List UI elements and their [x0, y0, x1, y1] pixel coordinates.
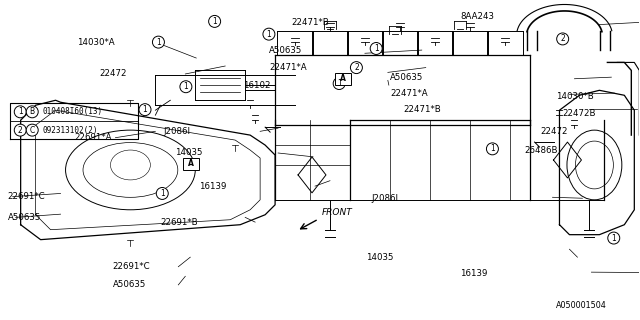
Text: 22471*A: 22471*A	[390, 89, 428, 98]
FancyBboxPatch shape	[183, 158, 199, 170]
Text: 1: 1	[212, 17, 217, 26]
Circle shape	[156, 188, 168, 199]
Text: A50635: A50635	[8, 213, 42, 222]
Text: 2: 2	[18, 126, 22, 135]
Text: 1: 1	[611, 234, 616, 243]
Circle shape	[180, 81, 192, 93]
Text: 22691*B: 22691*B	[161, 218, 198, 227]
Text: 22691*C: 22691*C	[7, 192, 45, 201]
Text: 22471*A: 22471*A	[269, 63, 307, 72]
Text: 1: 1	[156, 38, 161, 47]
Circle shape	[139, 104, 151, 116]
Text: C: C	[29, 126, 35, 135]
Circle shape	[26, 124, 38, 136]
Text: 22471*B: 22471*B	[403, 105, 441, 114]
Text: 16139: 16139	[461, 268, 488, 278]
Text: 22691*C: 22691*C	[113, 262, 150, 271]
Text: 16102: 16102	[243, 81, 271, 90]
Text: A: A	[188, 159, 194, 168]
Text: 2: 2	[560, 35, 565, 44]
Text: 22472: 22472	[540, 127, 568, 136]
Text: 14035: 14035	[366, 253, 394, 262]
Text: 22691*A: 22691*A	[74, 133, 111, 142]
Circle shape	[351, 62, 362, 74]
Text: 26486B: 26486B	[524, 146, 558, 155]
Circle shape	[152, 36, 164, 48]
Text: A50635: A50635	[390, 73, 424, 82]
Circle shape	[557, 33, 569, 45]
Text: 1: 1	[160, 189, 164, 198]
Circle shape	[209, 15, 221, 28]
Text: 14030*B: 14030*B	[556, 92, 594, 101]
Text: A: A	[340, 74, 346, 83]
Text: FRONT: FRONT	[322, 208, 353, 217]
Circle shape	[486, 143, 499, 155]
Text: 1: 1	[490, 144, 495, 153]
FancyBboxPatch shape	[335, 73, 351, 85]
Text: 22471*B: 22471*B	[291, 19, 329, 28]
Text: 16139: 16139	[198, 182, 226, 191]
Text: 1: 1	[143, 105, 147, 114]
Text: 1: 1	[337, 79, 342, 88]
Text: 1: 1	[184, 82, 188, 91]
Circle shape	[370, 43, 382, 54]
Circle shape	[14, 106, 26, 118]
Circle shape	[608, 232, 620, 244]
Text: A050001504: A050001504	[556, 301, 607, 310]
Text: J2086I: J2086I	[164, 127, 191, 136]
Text: 14030*A: 14030*A	[77, 38, 115, 47]
Text: 22472B: 22472B	[563, 109, 596, 118]
Text: 092313102(2): 092313102(2)	[42, 126, 98, 135]
Text: 1: 1	[18, 107, 22, 116]
Text: 8AA243: 8AA243	[461, 12, 495, 21]
Text: 010408I60(13): 010408I60(13)	[42, 107, 102, 116]
Circle shape	[263, 28, 275, 40]
Text: A50635: A50635	[113, 280, 146, 289]
Text: 22472: 22472	[100, 69, 127, 78]
Text: 2: 2	[354, 63, 359, 72]
Text: 1: 1	[374, 44, 379, 53]
Text: A50635: A50635	[269, 45, 302, 55]
Text: B: B	[29, 107, 35, 116]
Text: 1: 1	[266, 30, 271, 39]
Text: 14035: 14035	[175, 148, 202, 157]
Circle shape	[26, 106, 38, 118]
Circle shape	[14, 124, 26, 136]
Text: J2086I: J2086I	[371, 194, 398, 203]
Circle shape	[333, 77, 345, 90]
